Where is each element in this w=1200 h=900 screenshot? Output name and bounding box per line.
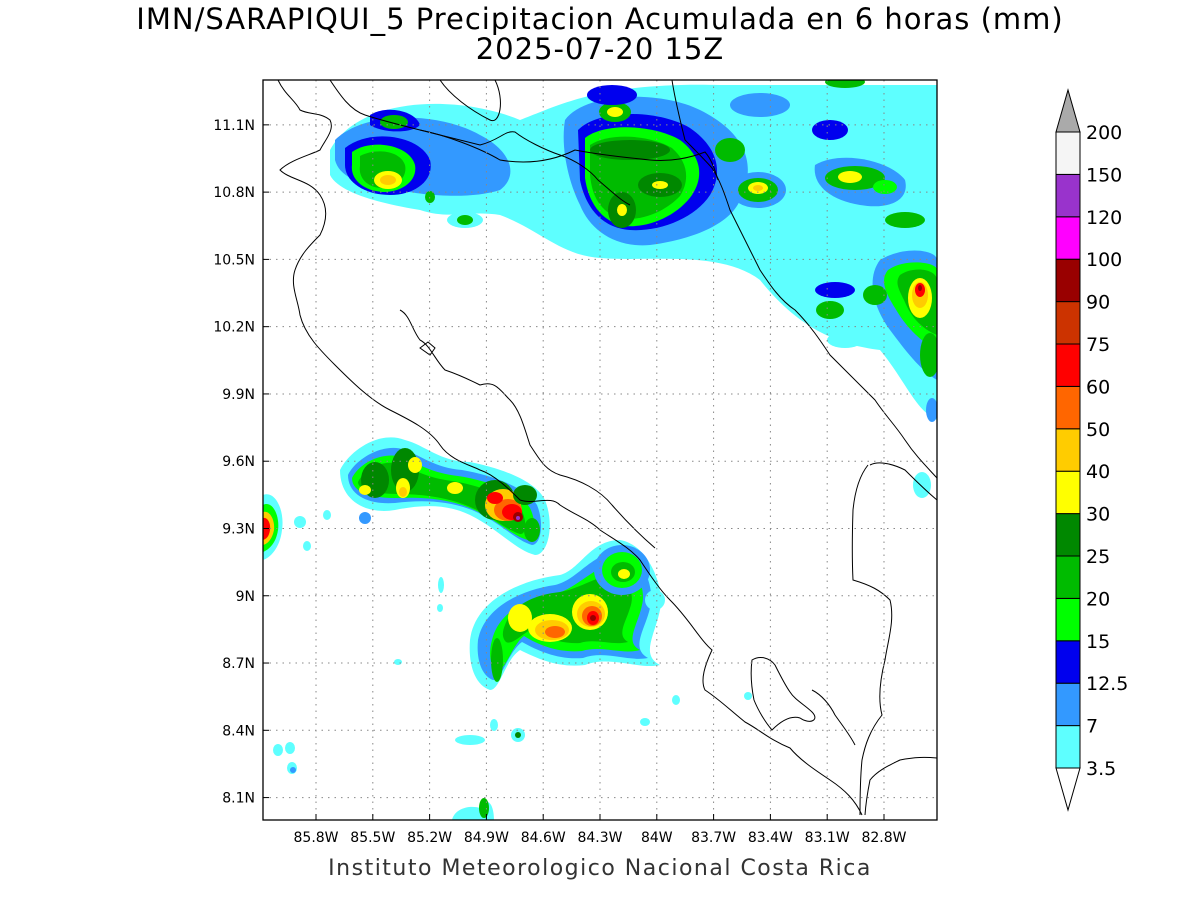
colorbar-level-label: 15 bbox=[1086, 631, 1110, 653]
map-title: IMN/SARAPIQUI_5 Precipitacion Acumulada … bbox=[136, 2, 1064, 36]
nicaragua-lake-shore bbox=[439, 80, 501, 122]
lon-tick-label: 85.2W bbox=[407, 830, 452, 846]
burica-peninsula bbox=[864, 756, 937, 816]
colorbar-level-label: 7 bbox=[1086, 716, 1098, 738]
gulf-island bbox=[419, 341, 436, 356]
panama-coast bbox=[869, 462, 937, 501]
colorbar-swatch bbox=[1055, 555, 1081, 599]
colorbar-level-label: 25 bbox=[1086, 546, 1110, 568]
lat-tick-label: 9.6N bbox=[222, 454, 255, 470]
colorbar-level-label: 20 bbox=[1086, 588, 1110, 610]
lat-tick-label: 10.8N bbox=[213, 185, 255, 201]
colorbar-level-label: 40 bbox=[1086, 461, 1110, 483]
lon-tick-label: 83.7W bbox=[691, 830, 736, 846]
lon-tick-label: 84W bbox=[641, 830, 673, 846]
colorbar-level-label: 120 bbox=[1086, 207, 1122, 229]
lat-tick-label: 9.3N bbox=[222, 521, 255, 537]
lake-nicaragua bbox=[329, 80, 631, 206]
colorbar-swatch bbox=[1055, 258, 1081, 303]
colorbar-level-label: 60 bbox=[1086, 376, 1110, 398]
colorbar-level-label: 75 bbox=[1086, 334, 1110, 356]
lon-tick-label: 83.1W bbox=[805, 830, 850, 846]
precip-region-central bbox=[263, 437, 550, 560]
lat-tick-label: 8.1N bbox=[222, 791, 255, 807]
caribbean-coastline bbox=[671, 80, 937, 479]
lon-tick-label: 84.3W bbox=[577, 830, 622, 846]
border-panama bbox=[851, 464, 893, 816]
golfo-dulce bbox=[811, 689, 856, 746]
colorbar-level-label: 90 bbox=[1086, 292, 1110, 314]
lon-tick-label: 84.6W bbox=[521, 830, 566, 846]
pacific-coastline bbox=[277, 80, 863, 816]
colorbar-swatch bbox=[1055, 640, 1081, 684]
lon-tick-label: 82.8W bbox=[861, 830, 906, 846]
lat-tick-label: 9N bbox=[236, 589, 255, 605]
colorbar-swatch bbox=[1055, 513, 1081, 557]
coastline-borders bbox=[277, 80, 937, 816]
colorbar-legend: 3.5 7 12.5 15 20 25 30 40 50 60 75 90 100 120 150 200 bbox=[1055, 88, 1128, 812]
lon-tick-label: 85.8W bbox=[294, 830, 339, 846]
colorbar-level-label: 30 bbox=[1086, 504, 1110, 526]
axis-ticks: 85.8W 85.5W 85.2W 84.9W 84.6W 84.3W 84W 83.7W 83… bbox=[213, 118, 906, 846]
lon-tick-label: 83.4W bbox=[748, 830, 793, 846]
lat-tick-label: 10.2N bbox=[213, 320, 255, 336]
nicoya-gulf bbox=[399, 309, 656, 549]
lat-tick-label: 9.9N bbox=[222, 387, 255, 403]
lat-tick-label: 8.7N bbox=[222, 656, 255, 672]
colorbar-swatch bbox=[1055, 682, 1081, 727]
lon-tick-label: 85.5W bbox=[350, 830, 395, 846]
colorbar-swatch bbox=[1055, 131, 1081, 175]
colorbar-arrow-low bbox=[1055, 767, 1081, 812]
colorbar-arrow-high bbox=[1055, 88, 1081, 133]
colorbar-level-label: 200 bbox=[1086, 122, 1122, 144]
lat-tick-label: 10.5N bbox=[213, 252, 255, 268]
colorbar-swatch bbox=[1055, 428, 1081, 472]
colorbar-level-label: 100 bbox=[1086, 249, 1122, 271]
colorbar-swatch bbox=[1055, 597, 1081, 642]
colorbar-level-label: 150 bbox=[1086, 164, 1122, 186]
colorbar-level-label: 3.5 bbox=[1086, 758, 1116, 780]
colorbar-swatch bbox=[1055, 470, 1081, 515]
credit-footer: Instituto Meteorologico Nacional Costa R… bbox=[328, 856, 872, 881]
colorbar-swatch bbox=[1055, 343, 1081, 387]
osa-peninsula bbox=[750, 657, 816, 731]
colorbar-level-label: 50 bbox=[1086, 419, 1110, 441]
colorbar-level-label: 12.5 bbox=[1086, 673, 1128, 695]
colorbar-swatch bbox=[1055, 725, 1081, 769]
colorbar-swatch bbox=[1055, 173, 1081, 218]
colorbar-swatch bbox=[1055, 216, 1081, 260]
colorbar-swatch bbox=[1055, 301, 1081, 345]
precip-region-north bbox=[330, 80, 937, 420]
lat-tick-label: 11.1N bbox=[213, 118, 255, 134]
colorbar-swatch bbox=[1055, 385, 1081, 430]
lat-tick-label: 8.4N bbox=[222, 723, 255, 739]
lon-tick-label: 84.9W bbox=[464, 830, 509, 846]
map-subtitle: 2025-07-20 15Z bbox=[475, 32, 725, 66]
